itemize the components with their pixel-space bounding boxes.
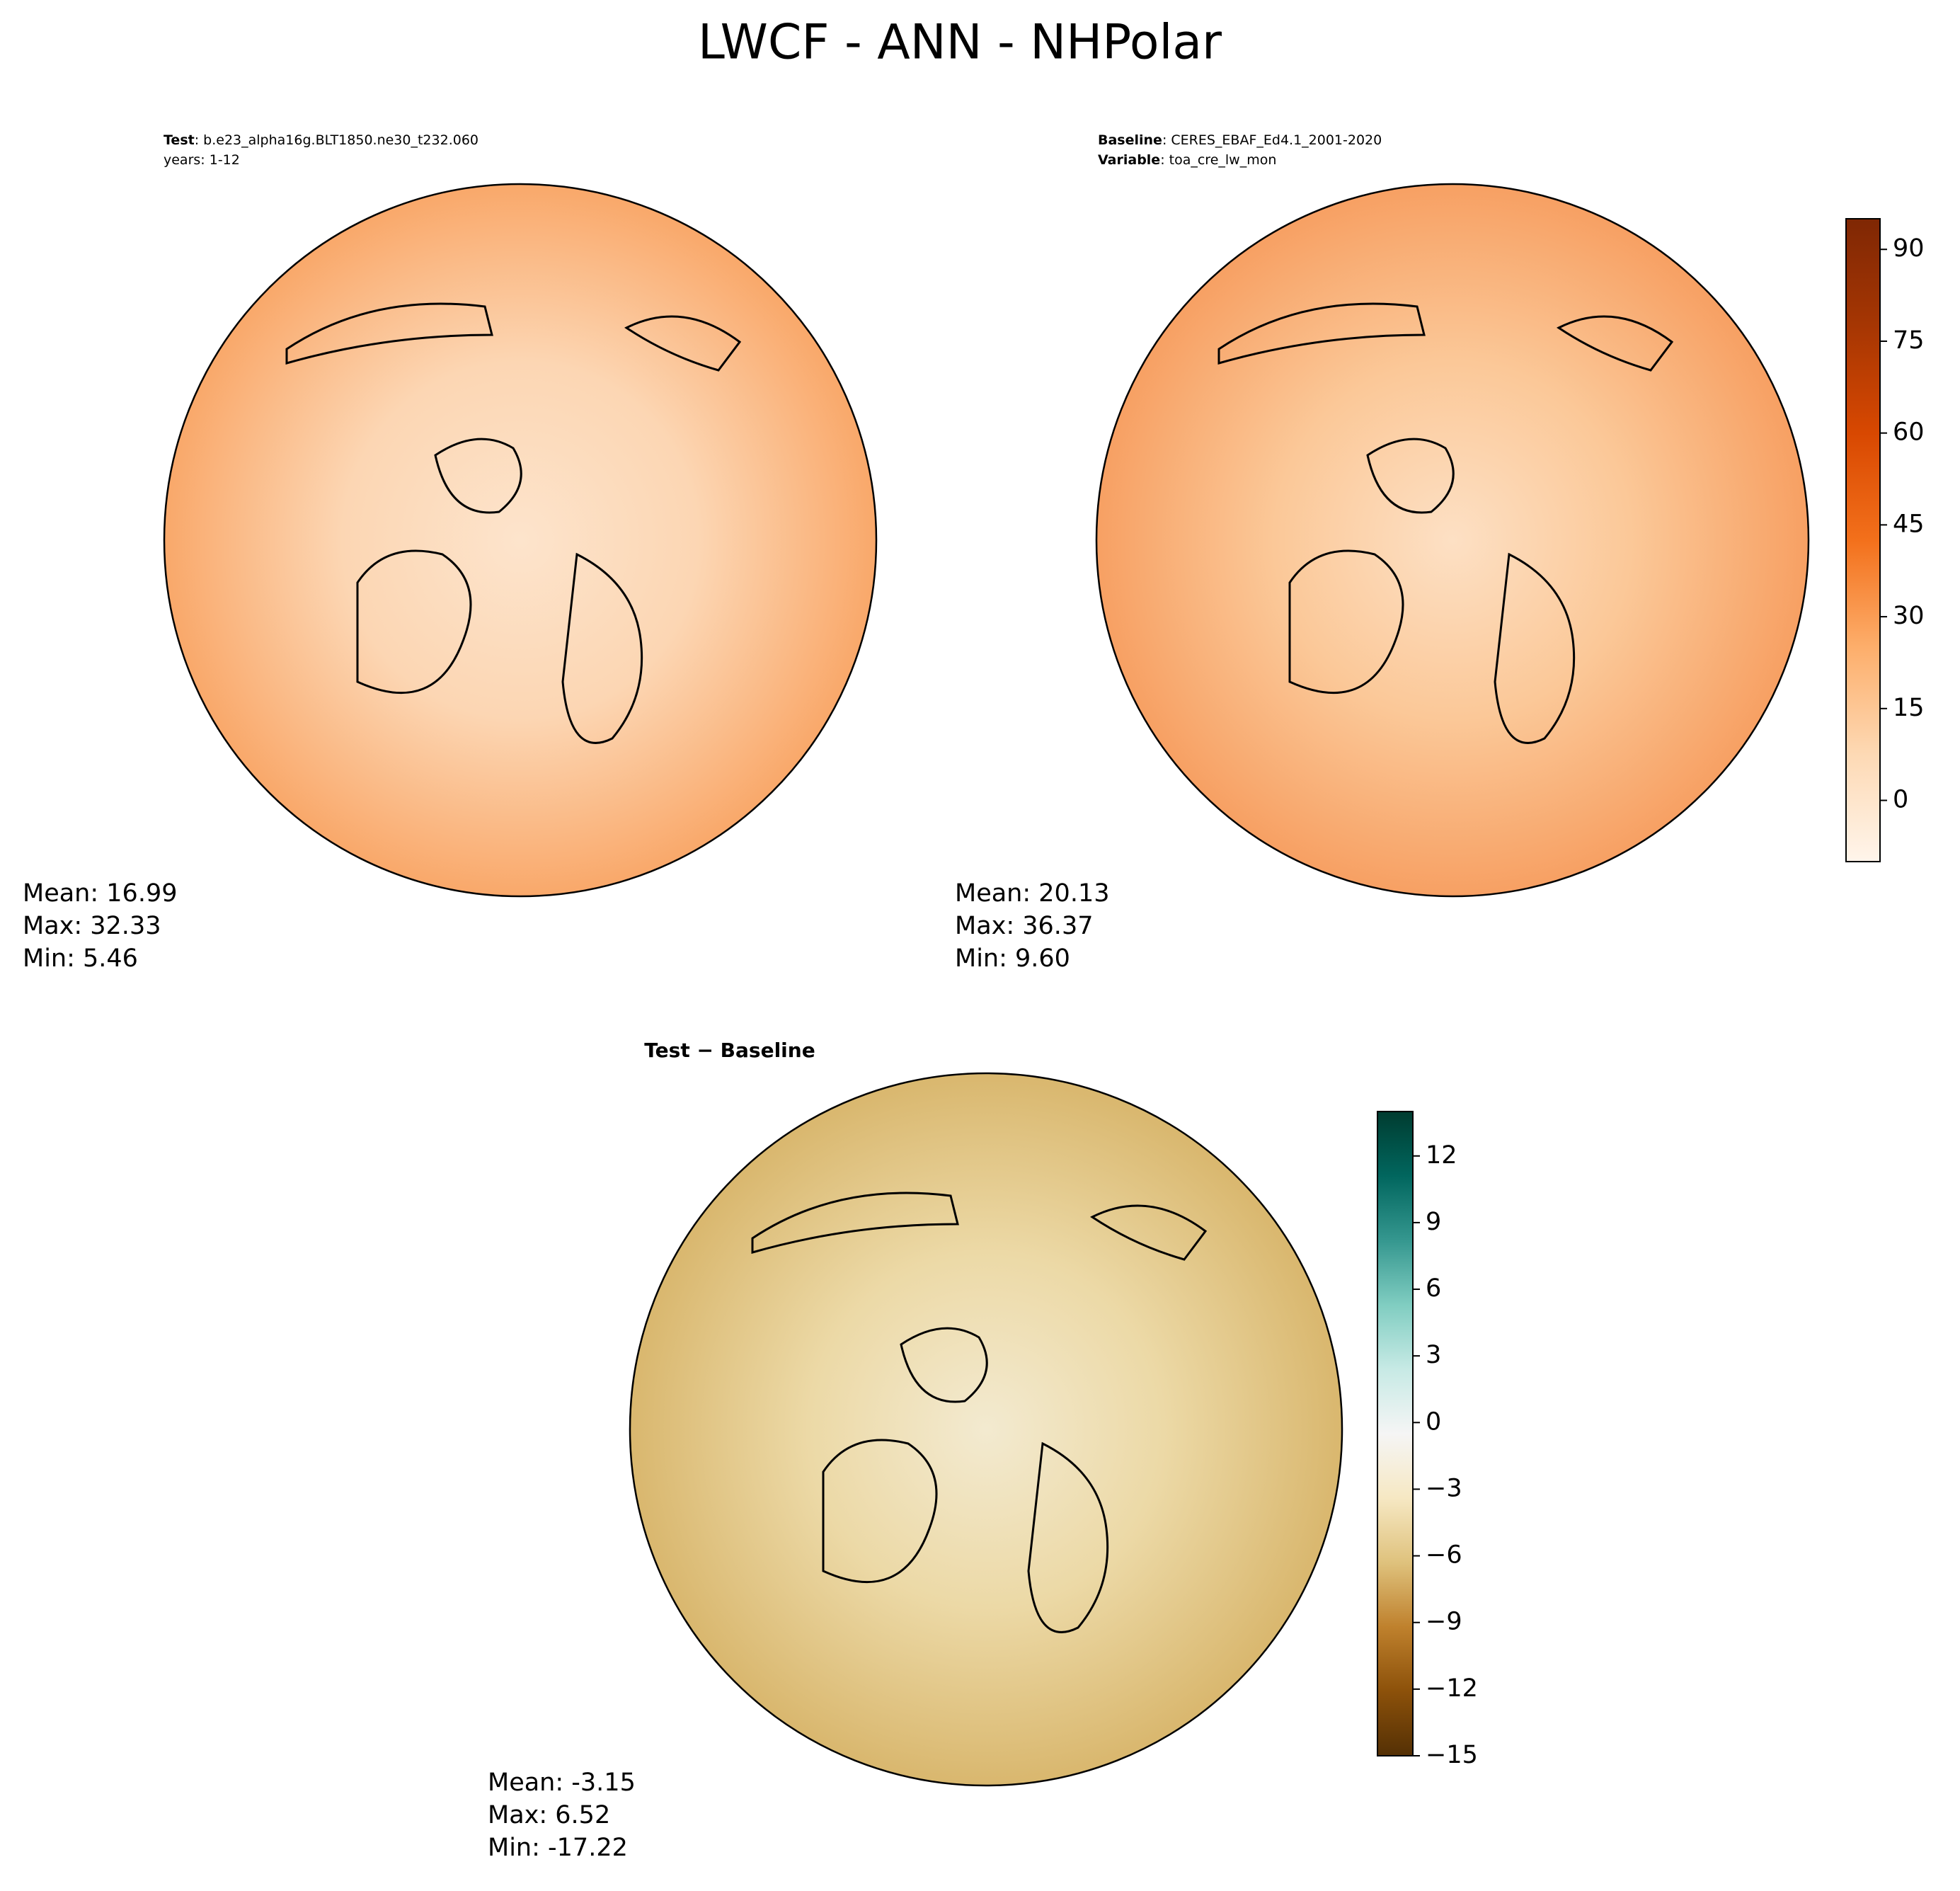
colorbar (1845, 218, 1881, 862)
stat-line: Min: -17.22 (488, 1834, 628, 1862)
colorbar-tick-label: −9 (1426, 1608, 1462, 1636)
coastline (1217, 302, 1426, 365)
coastline (1557, 315, 1674, 372)
header-label: Test (164, 132, 195, 148)
colorbar-tick-label: 9 (1426, 1208, 1441, 1236)
polar-map (1095, 183, 1810, 898)
polar-map (629, 1072, 1343, 1787)
coastline (1366, 438, 1455, 514)
colorbar-tick-label: 0 (1426, 1407, 1441, 1436)
stat-line: Max: 32.33 (23, 912, 161, 940)
panel-header: years: 1-12 (164, 152, 240, 168)
coastline (624, 315, 742, 372)
panel-header: Baseline: CERES_EBAF_Ed4.1_2001-2020 (1098, 132, 1382, 148)
coastline (561, 552, 643, 744)
stat-line: Mean: 16.99 (23, 879, 177, 908)
coastline (1090, 1204, 1208, 1261)
header-text: years: 1-12 (164, 152, 240, 168)
coastline (285, 302, 493, 365)
panel-header: Test: b.e23_alpha16g.BLT1850.ne30_t232.0… (164, 132, 478, 148)
colorbar-tick-label: 0 (1893, 786, 1908, 814)
colorbar-tick-label: 12 (1426, 1141, 1457, 1170)
stat-line: Min: 5.46 (23, 944, 138, 973)
colorbar-tick-label: −6 (1426, 1541, 1462, 1570)
figure-title: LWCF - ANN - NHPolar (698, 15, 1222, 71)
coastline (1494, 552, 1576, 744)
coastline (822, 1439, 938, 1584)
colorbar-tick-label: 30 (1893, 602, 1925, 630)
colorbar-tick-label: 6 (1426, 1274, 1441, 1303)
stat-line: Mean: 20.13 (955, 879, 1109, 908)
header-text: : CERES_EBAF_Ed4.1_2001-2020 (1162, 132, 1382, 148)
stat-line: Min: 9.60 (955, 944, 1070, 973)
coastline (434, 438, 522, 514)
header-text: : b.e23_alpha16g.BLT1850.ne30_t232.060 (195, 132, 478, 148)
colorbar-tick-label: 60 (1893, 418, 1925, 447)
stat-line: Max: 36.37 (955, 912, 1093, 940)
header-label: Variable (1098, 152, 1160, 168)
colorbar-tick-label: 45 (1893, 510, 1925, 538)
coastline (356, 549, 472, 695)
coastline (1027, 1441, 1109, 1633)
stat-line: Max: 6.52 (488, 1801, 610, 1829)
colorbar-tick-label: −12 (1426, 1674, 1478, 1703)
colorbar (1377, 1111, 1414, 1756)
header-text: : toa_cre_lw_mon (1160, 152, 1276, 168)
header-label: Test − Baseline (644, 1039, 815, 1062)
coastline (1288, 549, 1404, 695)
colorbar-tick-label: −15 (1426, 1741, 1478, 1769)
coastline (751, 1192, 959, 1254)
colorbar-tick-label: 3 (1426, 1341, 1441, 1369)
header-label: Baseline (1098, 132, 1162, 148)
stat-line: Mean: -3.15 (488, 1769, 636, 1797)
colorbar-tick-label: −3 (1426, 1474, 1462, 1502)
coastline (900, 1327, 988, 1403)
panel-header: Test − Baseline (644, 1039, 815, 1062)
colorbar-tick-label: 15 (1893, 694, 1925, 722)
colorbar-tick-label: 75 (1893, 326, 1925, 355)
colorbar-tick-label: 90 (1893, 234, 1925, 263)
panel-header: Variable: toa_cre_lw_mon (1098, 152, 1276, 168)
polar-map (163, 183, 878, 898)
